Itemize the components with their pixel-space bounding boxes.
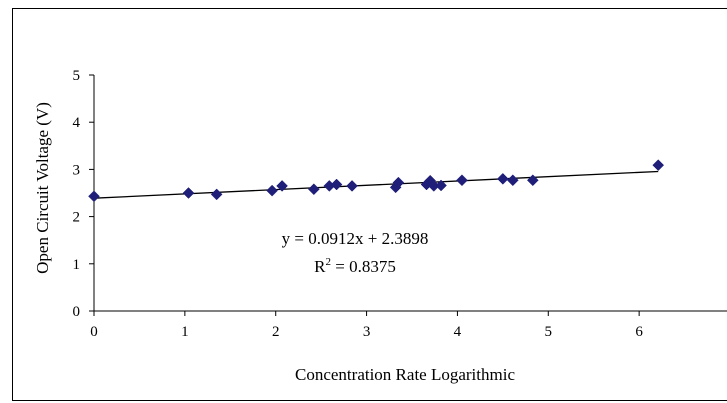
data-point [276, 180, 288, 192]
data-point [506, 174, 519, 187]
r-squared-prefix: R [314, 257, 326, 276]
x-tick-label: 3 [363, 324, 371, 340]
trendline-group [93, 170, 659, 199]
data-point [652, 159, 665, 172]
x-axis-title: Concentration Rate Logarithmic [295, 365, 515, 384]
y-tick-label: 0 [73, 304, 81, 320]
x-tick-label: 4 [454, 324, 462, 340]
data-point [210, 188, 223, 201]
y-tick-label: 2 [73, 210, 81, 226]
data-points [88, 159, 665, 203]
trendline [93, 170, 659, 199]
r-squared-label: R2 = 0.8375 [314, 256, 396, 276]
data-point [266, 184, 278, 197]
axes: 01234501234567 [73, 68, 727, 340]
data-point [88, 190, 100, 203]
data-point [435, 179, 447, 192]
x-tick-label: 5 [545, 324, 553, 340]
r-squared-superscript: 2 [326, 256, 332, 268]
labels-group: y = 0.0912x + 2.3898 R2 = 0.8375 Concent… [33, 102, 515, 384]
data-point [308, 183, 320, 196]
data-point [346, 180, 358, 192]
y-tick-label: 5 [73, 68, 81, 84]
x-tick-label: 2 [272, 324, 280, 340]
data-point [526, 174, 539, 187]
y-tick-label: 4 [73, 115, 81, 131]
r-squared-value: = 0.8375 [331, 257, 396, 276]
data-point [182, 187, 195, 199]
data-point [497, 172, 509, 185]
trendline-equation: y = 0.0912x + 2.3898 [282, 229, 429, 248]
x-tick-label: 6 [635, 324, 643, 340]
y-tick-label: 1 [73, 257, 81, 273]
chart-frame [12, 8, 727, 401]
x-tick-label: 1 [181, 324, 189, 340]
data-point [456, 174, 468, 187]
y-axis-title: Open Circuit Voltage (V) [33, 102, 52, 274]
y-tick-label: 3 [73, 162, 81, 178]
x-tick-label: 0 [90, 324, 98, 340]
data-point [392, 176, 405, 189]
data-point [330, 178, 343, 191]
